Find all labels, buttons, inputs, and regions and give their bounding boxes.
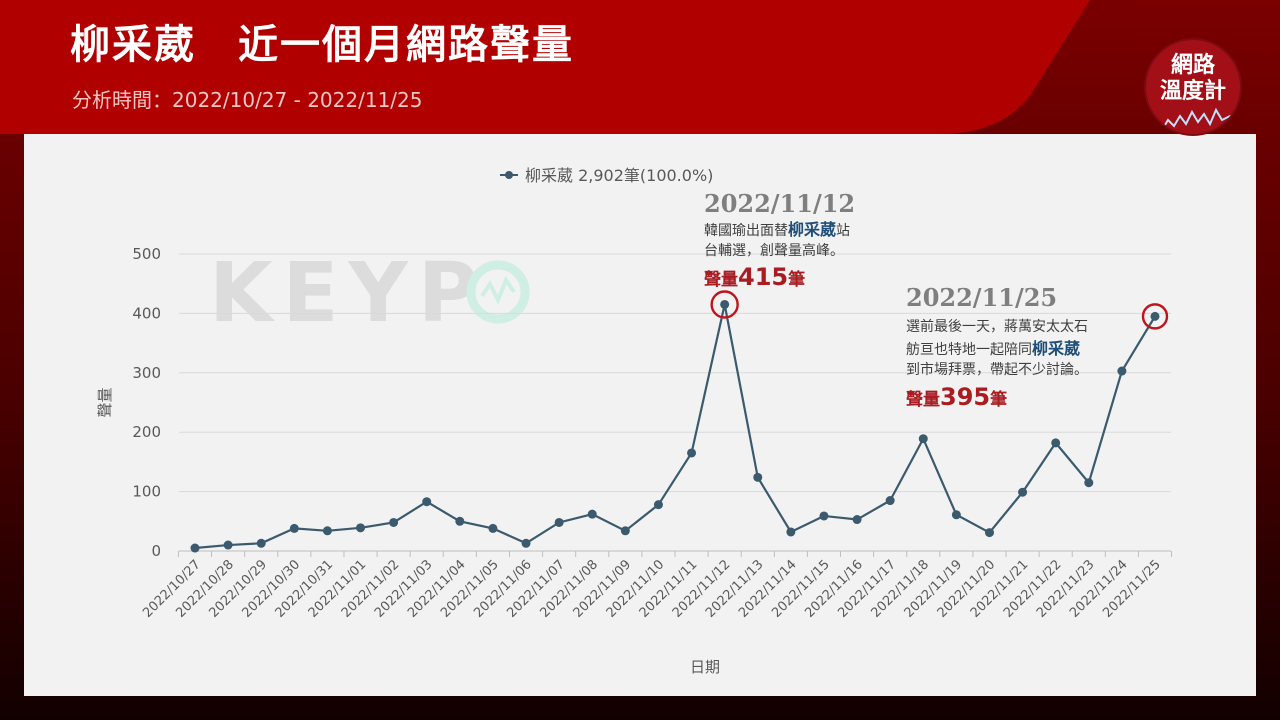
data-point xyxy=(223,540,233,550)
data-point xyxy=(322,526,332,536)
annotation-text: 選前最後一天，蔣萬安太太石 xyxy=(906,318,1088,335)
data-point xyxy=(620,526,630,536)
annotation-text: 到市場拜票，帶起不少討論。 xyxy=(906,361,1088,378)
series-line xyxy=(194,304,1156,550)
data-point xyxy=(1117,366,1127,376)
page-title: 柳采葳 近一個月網路聲量 xyxy=(70,22,574,68)
data-point xyxy=(984,528,994,538)
logo-line-2: 溫度計 xyxy=(1159,79,1226,104)
chart-panel: KEYP 0 100 200 300 400 500 2022/10/27 2022/10/28… xyxy=(24,134,1256,696)
annotation-text: 台輔選，創聲量高峰。 xyxy=(704,242,844,259)
keypo-watermark-o xyxy=(466,260,530,324)
data-point xyxy=(918,434,928,444)
annotation-date: 2022/11/25 xyxy=(906,283,1057,312)
data-point xyxy=(687,448,697,458)
data-point xyxy=(885,496,895,506)
y-tick-label: 500 xyxy=(132,245,161,263)
header-banner: 柳采葳 近一個月網路聲量 分析時間：2022/10/27 - 2022/11/2… xyxy=(0,0,1280,134)
y-tick-label: 400 xyxy=(132,304,161,322)
data-point xyxy=(852,515,862,525)
data-point xyxy=(587,509,597,519)
data-point xyxy=(653,500,663,510)
data-point xyxy=(1018,487,1028,497)
data-point xyxy=(1051,438,1061,448)
annotation-circle xyxy=(710,290,739,319)
data-point xyxy=(256,538,266,548)
data-point xyxy=(1150,311,1160,321)
data-point xyxy=(389,517,399,527)
keypo-watermark-pulse xyxy=(480,275,516,305)
annotation-text: 韓國瑜出面替柳采葳站 xyxy=(704,220,850,239)
data-point xyxy=(422,497,432,507)
y-tick-label: 100 xyxy=(132,483,161,501)
header-shape xyxy=(0,0,1090,134)
annotation-circle xyxy=(1141,303,1169,330)
annotation-text: 舫亘也特地一起陪同柳采葳 xyxy=(906,339,1080,358)
keypo-watermark: KEYP xyxy=(209,246,488,341)
analysis-period: 分析時間：2022/10/27 - 2022/11/25 xyxy=(72,88,423,112)
pulse-icon xyxy=(1146,107,1240,132)
legend-swatch-dot xyxy=(505,171,513,179)
data-point xyxy=(951,510,961,520)
y-tick-label: 200 xyxy=(132,423,161,441)
annotation-volume: 聲量415筆 xyxy=(704,263,805,291)
data-point xyxy=(1084,478,1094,488)
x-axis-title: 日期 xyxy=(690,658,720,676)
line-chart: KEYP01002003004005002022/10/272022/10/28… xyxy=(96,166,1173,676)
data-point xyxy=(521,538,531,548)
logo-line-1: 網路 xyxy=(1170,53,1215,78)
data-point xyxy=(753,472,763,482)
data-point xyxy=(356,523,366,533)
data-point xyxy=(289,523,299,533)
annotation-date: 2022/11/12 xyxy=(704,189,855,218)
data-point xyxy=(488,523,498,533)
data-point xyxy=(720,299,730,309)
data-point xyxy=(455,516,465,526)
legend-label: 柳采葳 2,902筆(100.0%) xyxy=(525,166,713,185)
data-point xyxy=(554,517,564,527)
annotation-volume: 聲量395筆 xyxy=(906,383,1007,411)
y-tick-label: 300 xyxy=(132,364,161,382)
data-point xyxy=(190,543,200,553)
thermometer-logo: 網路 溫度計 xyxy=(1146,40,1240,134)
y-tick-label: 0 xyxy=(151,542,161,560)
data-point xyxy=(786,527,796,537)
y-axis-title: 聲量 xyxy=(96,387,114,417)
data-point xyxy=(819,511,829,521)
